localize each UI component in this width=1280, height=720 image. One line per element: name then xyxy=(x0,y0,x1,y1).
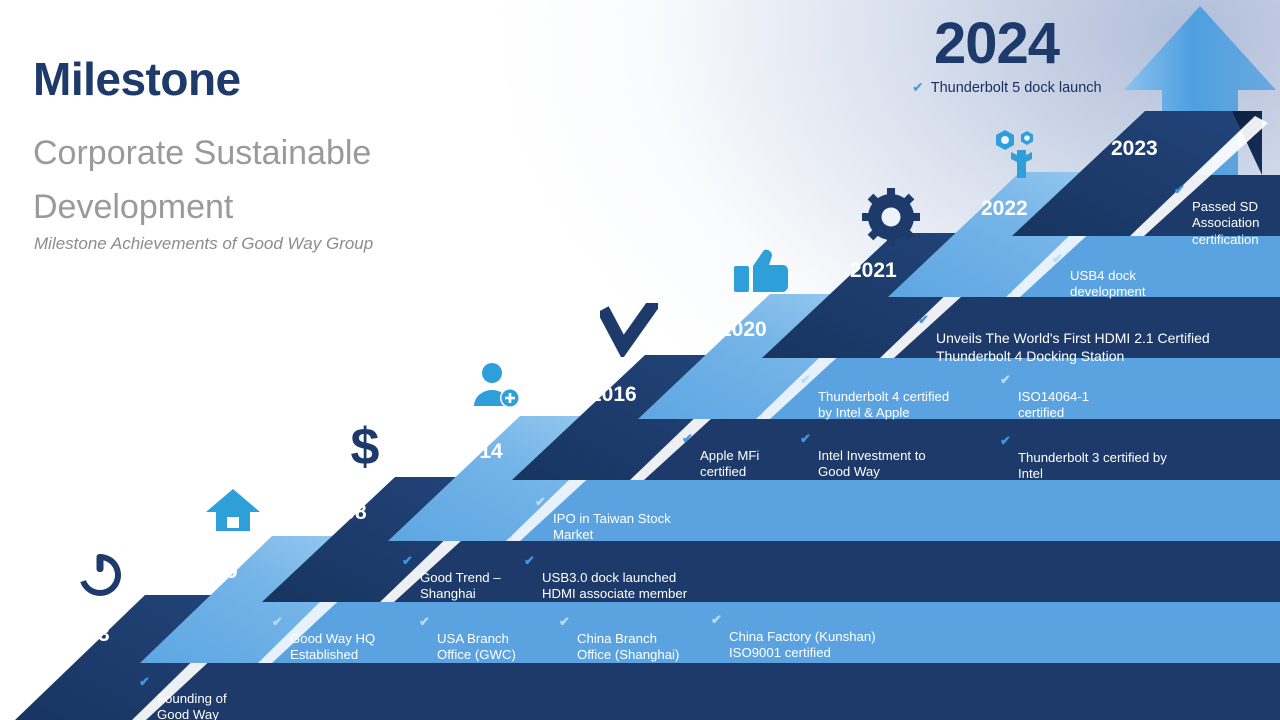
person-add-icon xyxy=(470,362,522,415)
milestone-text: Founding of Good Way xyxy=(157,690,227,720)
page-title: Milestone xyxy=(33,53,241,105)
milestone-text: USB3.0 dock launched HDMI associate memb… xyxy=(542,569,688,602)
check-icon: ✔ xyxy=(419,614,430,629)
milestone-text: Thunderbolt 4 certified by Intel & Apple xyxy=(818,388,950,421)
milestone-text: Thunderbolt 3 certified by Intel xyxy=(1018,449,1167,482)
milestone-text: IPO in Taiwan Stock Market xyxy=(553,510,671,543)
step-2023 xyxy=(1012,111,1268,236)
check-icon: ✔ xyxy=(711,612,722,627)
milestone-item: ✔ China Factory (Kunshan) ISO9001 certifi… xyxy=(711,612,876,662)
milestone-text: ISO14064-1 certified xyxy=(1018,388,1090,421)
year-label-2021: 2021 xyxy=(850,259,897,282)
year-label-1999: 1999 xyxy=(191,560,238,583)
milestone-text: Apple MFi certified xyxy=(700,447,760,480)
milestone-text: Intel Investment to Good Way xyxy=(818,447,926,480)
check-icon: ✔ xyxy=(1000,372,1011,387)
check-icon: ✔ xyxy=(912,79,924,95)
check-icon: ✔ xyxy=(1000,433,1011,448)
milestone-item: ✔ Passed SD Association certification xyxy=(1174,182,1260,248)
year-label-2024: 2024 xyxy=(934,11,1060,76)
milestone-item: ✔ China Branch Office (Shanghai) xyxy=(559,614,680,664)
page-subtitle: Corporate Sustainable Development xyxy=(33,134,372,226)
house-icon xyxy=(205,487,261,538)
milestone-2024-note: ✔ Thunderbolt 5 dock launch xyxy=(912,79,1102,96)
milestone-text: Passed SD Association certification xyxy=(1192,198,1260,247)
dollar-icon: $ xyxy=(343,418,387,479)
svg-text:$: $ xyxy=(351,418,380,474)
milestone-item: ✔ Thunderbolt 3 certified by Intel xyxy=(1000,433,1167,483)
milestone-item: ✔ Apple MFi certified xyxy=(682,431,760,481)
milestone-item: ✔ Good Trend – Shanghai xyxy=(402,553,501,603)
check-icon: ✔ xyxy=(139,674,150,689)
milestone-text: USB4 dock development xyxy=(1070,267,1146,300)
year-label-2016: 2016 xyxy=(590,383,637,406)
milestone-item: ✔ IPO in Taiwan Stock Market xyxy=(535,494,671,544)
band-0 xyxy=(120,663,1280,720)
year-label-2022: 2022 xyxy=(981,197,1028,220)
check-icon: ✔ xyxy=(559,614,570,629)
check-icon: ✔ xyxy=(800,431,811,446)
check-icon: ✔ xyxy=(682,431,693,446)
band-3 xyxy=(490,480,1280,541)
year-label-2008: 2008 xyxy=(320,501,367,524)
milestone-item: ✔ Unveils The World's First HDMI 2.1 Cert… xyxy=(918,311,1210,365)
check-icon: ✔ xyxy=(402,553,413,568)
check-icon: ✔ xyxy=(272,614,283,629)
band-1 xyxy=(245,602,1280,663)
milestone-item: ✔ Thunderbolt 4 certified by Intel & Appl… xyxy=(800,372,950,422)
check-icon: ✔ xyxy=(1174,182,1185,197)
milestone-text: USA Branch Office (GWC) xyxy=(437,630,516,663)
milestone-text: Good Way HQ Established xyxy=(290,630,376,663)
check-icon: ✔ xyxy=(535,494,546,509)
year-label-1983: 1983 xyxy=(63,623,110,646)
check-icon: ✔ xyxy=(800,372,811,387)
milestone-text: China Factory (Kunshan) ISO9001 certifie… xyxy=(729,628,876,661)
milestone-text: Unveils The World's First HDMI 2.1 Certi… xyxy=(936,330,1210,364)
milestone-item: ✔ USA Branch Office (GWC) xyxy=(419,614,516,664)
milestone-text: Good Trend – Shanghai xyxy=(420,569,501,602)
band-4 xyxy=(620,419,1280,480)
wrench-icon xyxy=(995,128,1049,183)
year-label-2023: 2023 xyxy=(1111,137,1158,160)
milestone-item: ✔ Founding of Good Way xyxy=(139,674,227,720)
check-icon: ✔ xyxy=(918,312,929,327)
year-label-2014: 2014 xyxy=(456,440,503,463)
milestone-item: ✔ ISO14064-1 certified xyxy=(1000,372,1090,422)
milestone-item: ✔ USB3.0 dock launched HDMI associate mem… xyxy=(524,553,688,603)
milestone-item: ✔ USB4 dock development xyxy=(1052,251,1146,301)
power-icon xyxy=(75,549,125,604)
year-label-2020: 2020 xyxy=(720,318,767,341)
milestone-item: ✔ Good Way HQ Established xyxy=(272,614,376,664)
milestone-item: ✔ Intel Investment to Good Way xyxy=(800,431,926,481)
milestone-2024-text: Thunderbolt 5 dock launch xyxy=(930,80,1102,96)
check-icon: ✔ xyxy=(524,553,535,568)
band-2 xyxy=(365,541,1280,602)
milestone-text: China Branch Office (Shanghai) xyxy=(577,630,680,663)
band-5 xyxy=(745,358,1280,419)
thumbs-up-icon xyxy=(733,248,789,299)
checkmark-icon xyxy=(597,296,662,362)
check-icon: ✔ xyxy=(1052,251,1063,266)
page-tagline: Milestone Achievements of Good Way Group xyxy=(34,234,374,253)
gear-icon xyxy=(862,188,920,251)
